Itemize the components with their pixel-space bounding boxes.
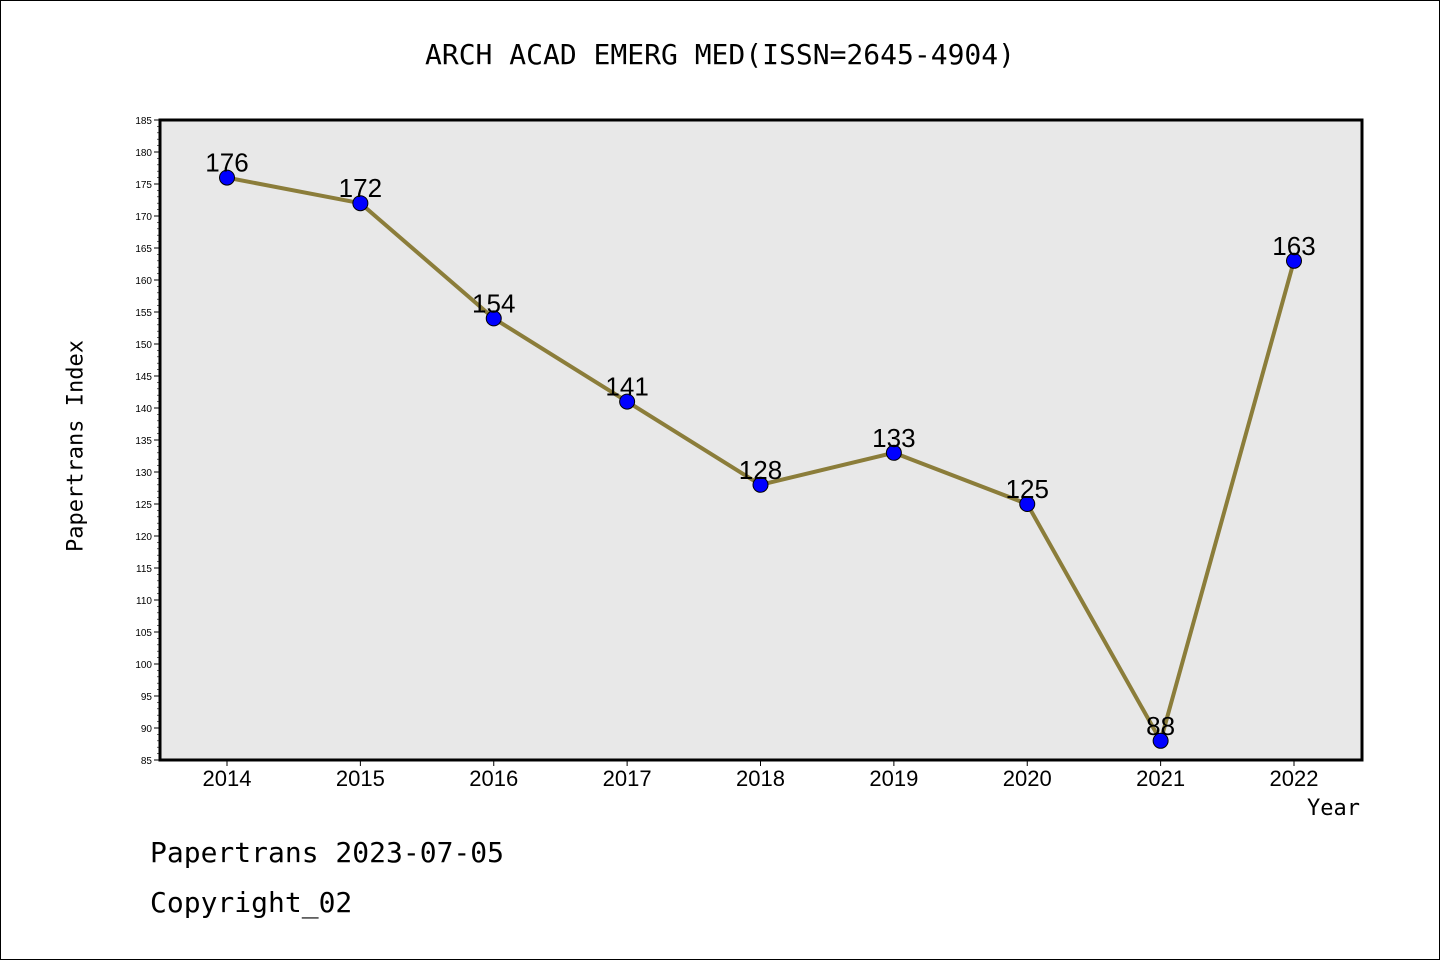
y-tick-label: 110 (136, 596, 152, 607)
y-tick-label: 115 (136, 564, 152, 575)
x-tick-label: 2015 (336, 766, 385, 791)
y-tick-label: 90 (141, 724, 153, 735)
x-tick-label: 2016 (469, 766, 518, 791)
plot-area (158, 118, 1364, 762)
data-point (485, 310, 502, 327)
y-tick-label: 155 (135, 308, 152, 319)
x-tick-label: 2022 (1270, 766, 1319, 791)
data-label: 133 (872, 423, 915, 453)
data-label: 141 (605, 372, 648, 402)
data-label: 172 (339, 173, 382, 203)
footer-date: Papertrans 2023-07-05 (150, 836, 505, 869)
y-tick-label: 175 (135, 180, 152, 191)
x-tick-label: 2019 (869, 766, 918, 791)
y-tick-label: 120 (135, 532, 152, 543)
y-tick-label: 130 (135, 468, 152, 479)
y-tick-label: 140 (135, 404, 152, 415)
y-tick-label: 85 (141, 756, 153, 767)
x-axis-label: Year (1307, 796, 1360, 821)
y-tick-label: 145 (135, 372, 152, 383)
y-tick-label: 160 (135, 276, 152, 287)
y-tick-label: 150 (135, 340, 152, 351)
data-label: 163 (1272, 231, 1315, 261)
y-tick-label: 170 (135, 212, 152, 223)
data-label: 88 (1146, 711, 1175, 741)
y-tick-label: 165 (135, 244, 152, 255)
data-point (219, 169, 235, 186)
data-point (1152, 732, 1169, 749)
y-tick-label: 180 (135, 148, 152, 159)
data-point (352, 195, 369, 212)
footer-copyright: Copyright_02 (150, 886, 353, 919)
y-tick-label: 100 (135, 660, 152, 671)
data-label: 125 (1006, 474, 1049, 504)
y-tick-label: 105 (135, 628, 152, 639)
x-tick-label: 2018 (736, 766, 785, 791)
data-label: 154 (472, 288, 515, 318)
data-point (752, 476, 769, 493)
x-tick-label: 2017 (603, 766, 652, 791)
y-tick-label: 125 (135, 500, 152, 511)
x-tick-label: 2021 (1136, 766, 1185, 791)
x-tick-label: 2020 (1003, 766, 1052, 791)
chart-title: ARCH ACAD EMERG MED(ISSN=2645-4904) (424, 38, 1015, 71)
data-point (619, 393, 636, 410)
data-point (885, 444, 902, 461)
y-tick-label: 95 (141, 692, 153, 703)
y-tick-label: 185 (135, 116, 152, 127)
data-point (1286, 252, 1302, 269)
x-tick-label: 2014 (203, 766, 252, 791)
data-point (1019, 496, 1036, 512)
data-label: 176 (205, 148, 248, 178)
data-label: 128 (739, 455, 782, 485)
y-tick-label: 135 (135, 436, 152, 447)
